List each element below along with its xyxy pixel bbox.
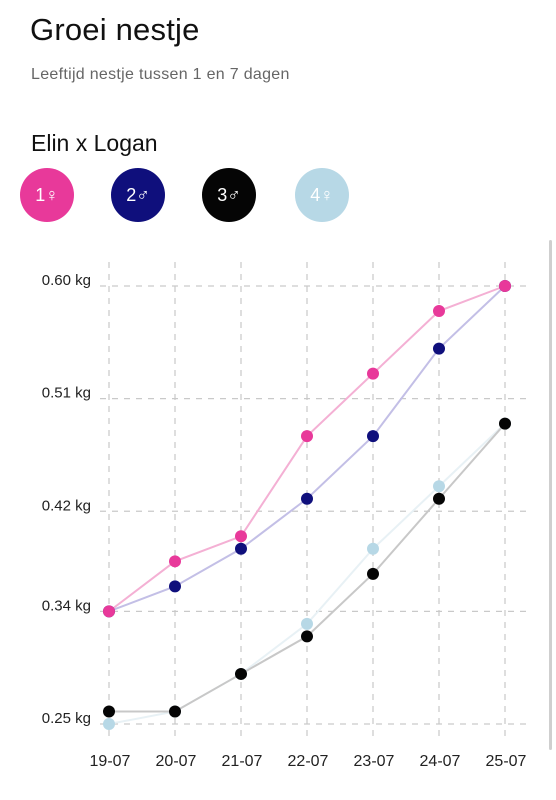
data-point[interactable] <box>169 555 181 568</box>
x-tick-label: 19-07 <box>90 753 131 770</box>
data-point[interactable] <box>169 580 181 593</box>
chart-grid <box>100 262 530 740</box>
data-point[interactable] <box>235 667 247 680</box>
data-point[interactable] <box>235 542 247 555</box>
growth-chart: 0.60 kg 0.51 kg 0.42 kg 0.34 kg 0.25 kg 19-07… <box>42 262 530 770</box>
data-point[interactable] <box>235 530 247 543</box>
data-point[interactable] <box>367 367 379 380</box>
puppy-chip-row: 1♀ 2♂ 3♂ 4♀ <box>20 168 540 224</box>
page-subtitle: Leeftijd nestje tussen 1 en 7 dagen <box>31 66 290 83</box>
page-title: Groei nestje <box>30 12 200 47</box>
x-tick-label: 21-07 <box>222 753 263 770</box>
data-point[interactable] <box>301 617 313 630</box>
puppy-chip-2[interactable]: 2♂ <box>111 168 165 222</box>
scrollbar[interactable] <box>549 240 552 750</box>
puppy-chip-3[interactable]: 3♂ <box>202 168 256 222</box>
data-point[interactable] <box>433 480 445 493</box>
data-point[interactable] <box>367 430 379 443</box>
data-point[interactable] <box>433 305 445 318</box>
data-point[interactable] <box>103 705 115 718</box>
data-point[interactable] <box>499 280 511 292</box>
chart-tick-labels: 0.60 kg 0.51 kg 0.42 kg 0.34 kg 0.25 kg 19-07… <box>42 272 527 770</box>
puppy-chip-1[interactable]: 1♀ <box>20 168 74 222</box>
y-tick-label: 0.60 kg <box>42 272 91 289</box>
data-point[interactable] <box>367 542 379 555</box>
data-point[interactable] <box>301 630 313 643</box>
x-tick-label: 20-07 <box>156 753 197 770</box>
data-point[interactable] <box>301 430 313 443</box>
y-tick-label: 0.34 kg <box>42 597 91 614</box>
y-tick-label: 0.42 kg <box>42 497 91 514</box>
data-point[interactable] <box>301 492 313 505</box>
litter-name: Elin x Logan <box>31 130 158 156</box>
data-point[interactable] <box>499 417 511 430</box>
data-point[interactable] <box>433 342 445 355</box>
chart-points <box>103 280 511 730</box>
x-tick-label: 24-07 <box>420 753 461 770</box>
data-point[interactable] <box>367 567 379 580</box>
y-tick-label: 0.25 kg <box>42 710 91 727</box>
y-tick-label: 0.51 kg <box>42 385 91 402</box>
x-tick-label: 23-07 <box>354 753 395 770</box>
x-tick-label: 22-07 <box>288 753 329 770</box>
x-tick-label: 25-07 <box>486 753 527 770</box>
data-point[interactable] <box>169 705 181 718</box>
puppy-chip-4[interactable]: 4♀ <box>295 168 349 222</box>
data-point[interactable] <box>103 605 115 618</box>
data-point[interactable] <box>103 718 115 730</box>
data-point[interactable] <box>433 492 445 505</box>
